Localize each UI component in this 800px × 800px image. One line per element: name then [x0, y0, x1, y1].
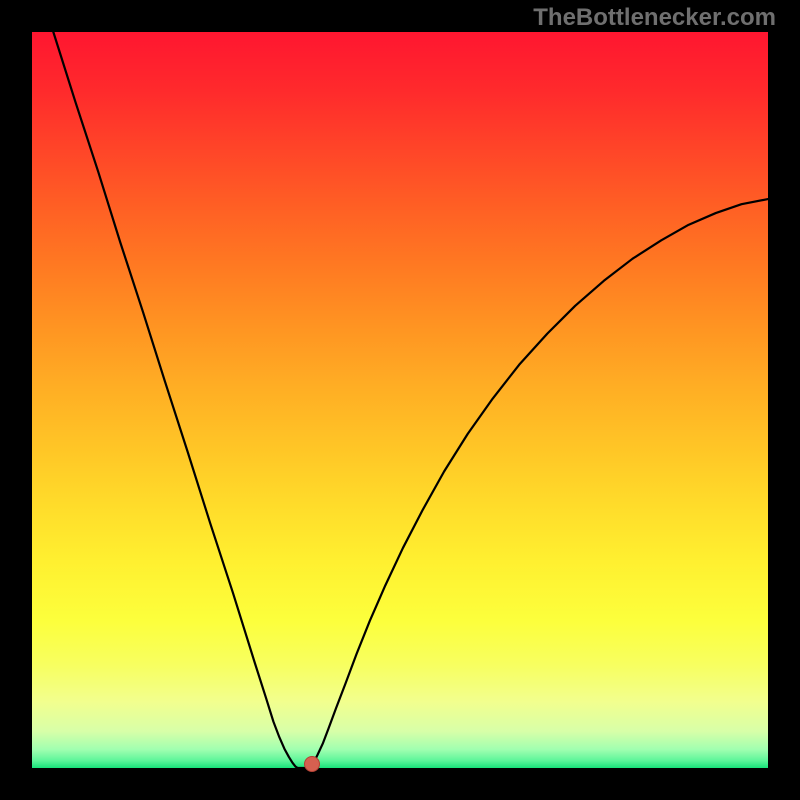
- optimum-marker: [304, 756, 320, 772]
- bottleneck-curve: [53, 32, 768, 768]
- chart-stage: TheBottlenecker.com: [0, 0, 800, 800]
- plot-area: [32, 32, 768, 768]
- watermark-text: TheBottlenecker.com: [533, 4, 776, 32]
- curve-svg: [32, 32, 768, 768]
